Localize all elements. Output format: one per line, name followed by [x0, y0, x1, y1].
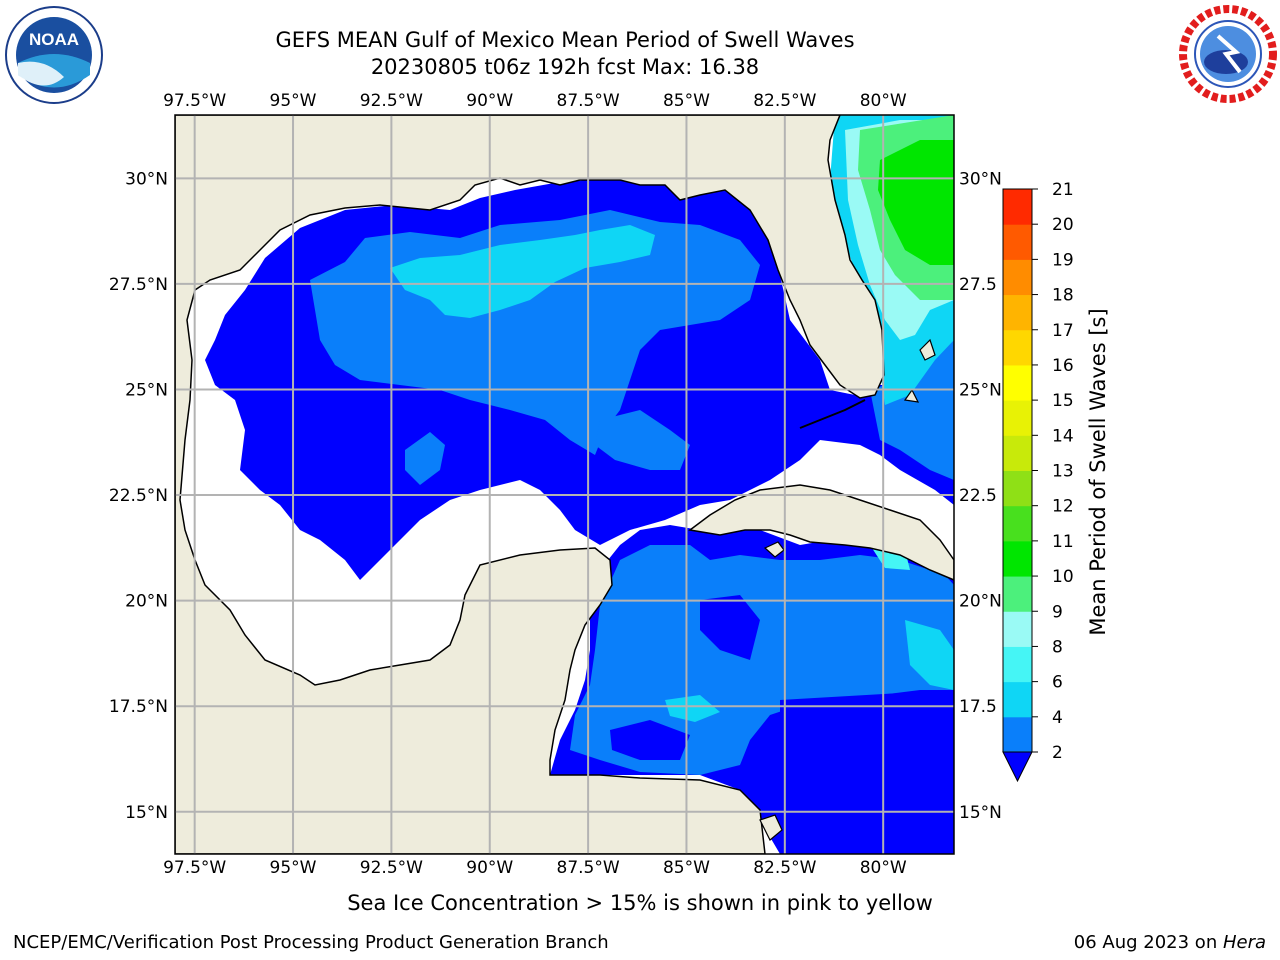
footer-credit: NCEP/EMC/Verification Post Processing Pr… [13, 932, 609, 953]
footer-date: 06 Aug 2023 on Hera [1073, 932, 1266, 953]
latitude-label: 27.5 [959, 275, 997, 295]
footer-machine: Hera [1222, 932, 1266, 953]
latitude-label: 22.5°N [109, 486, 168, 506]
map-title: GEFS MEAN Gulf of Mexico Mean Period of … [275, 28, 855, 52]
latitude-label: 27.5°N [109, 275, 168, 295]
noaa-logo: NOAA [4, 5, 104, 105]
longitude-label: 85°W [663, 91, 710, 111]
latitude-label: 25°N [959, 380, 1002, 400]
nws-logo [1178, 4, 1278, 104]
svg-text:NOAA: NOAA [29, 30, 79, 49]
map-graticule [175, 115, 954, 854]
land-cuba [688, 484, 954, 581]
longitude-label: 97.5°W [163, 91, 226, 111]
swell-field-atlantic-blue [870, 340, 954, 480]
sea-ice-note: Sea Ice Concentration > 15% is shown in … [347, 891, 933, 915]
longitude-label: 92.5°W [360, 91, 423, 111]
latitude-label: 30°N [959, 169, 1002, 189]
latitude-label: 17.5°N [109, 697, 168, 717]
longitude-label: 85°W [663, 858, 710, 878]
swell-field-caribbean-far-dark [780, 690, 954, 854]
swell-field-light-blue-mid [405, 432, 445, 485]
longitude-label: 80°W [860, 91, 907, 111]
latitude-label: 22.5 [959, 486, 997, 506]
longitude-label: 92.5°W [360, 858, 423, 878]
swell-field-caribbean-dark-patch-2 [610, 720, 690, 760]
land-florida-keys [799, 399, 866, 429]
swell-field-caribbean-dark-patch [700, 595, 760, 660]
latitude-labels-right: 30°N 27.5 25°N 22.5 20°N 17.5 15°N [959, 169, 1002, 822]
longitude-label: 80°W [860, 858, 907, 878]
latitude-label: 30°N [125, 169, 168, 189]
latitude-label: 20°N [125, 592, 168, 612]
longitude-label: 95°W [270, 858, 317, 878]
longitude-label: 82.5°W [753, 91, 816, 111]
longitude-label: 82.5°W [753, 858, 816, 878]
latitude-labels-left: 30°N 27.5°N 25°N 22.5°N 20°N 17.5°N 15°N [109, 169, 168, 822]
longitude-labels-top: 97.5°W 95°W 92.5°W 90°W 87.5°W 85°W 82.5°W 80°W [163, 91, 907, 111]
national-weather-service-icon [1179, 5, 1277, 103]
swell-field-light-blue-east [595, 410, 690, 470]
land-jamaica [759, 814, 783, 841]
latitude-label: 20°N [959, 592, 1002, 612]
longitude-label: 87.5°W [557, 91, 620, 111]
swell-field-caribbean-cyan [905, 620, 954, 690]
forecast-subtitle: 20230805 t06z 192h fcst Max: 16.38 [370, 55, 760, 79]
land-bahamas [903, 338, 936, 403]
latitude-label: 25°N [125, 380, 168, 400]
noaa-logo-icon: NOAA [5, 6, 103, 104]
latitude-label: 15°N [959, 803, 1002, 823]
latitude-label: 17.5 [959, 697, 997, 717]
longitude-label: 87.5°W [557, 858, 620, 878]
swell-field-caribbean-light [570, 545, 954, 775]
latitude-label: 15°N [125, 803, 168, 823]
longitude-label: 90°W [466, 91, 513, 111]
swell-field-caribbean-cyan-2 [665, 695, 720, 722]
longitude-label: 95°W [270, 91, 317, 111]
map-frame [174, 114, 955, 855]
longitude-label: 97.5°W [163, 858, 226, 878]
swell-field-atlantic-bright-green [878, 140, 954, 265]
longitude-label: 90°W [466, 858, 513, 878]
longitude-labels-bottom: 97.5°W 95°W 92.5°W 90°W 87.5°W 85°W 82.5°W 80°W [163, 858, 907, 878]
